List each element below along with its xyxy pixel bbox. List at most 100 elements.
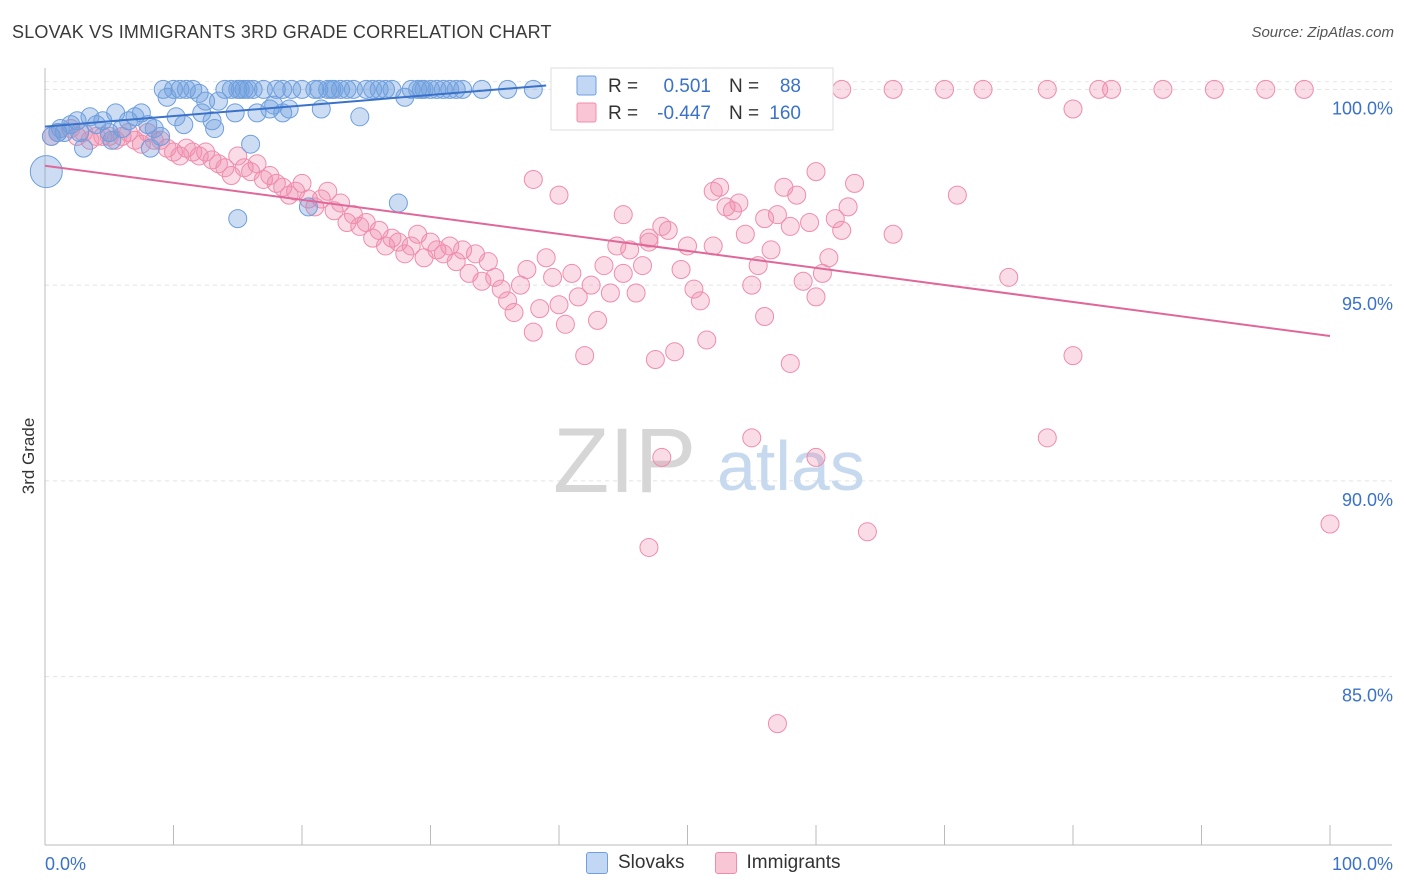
legend-swatch-immigrants bbox=[714, 852, 737, 874]
data-point bbox=[80, 107, 100, 127]
data-point bbox=[174, 115, 194, 135]
data-point bbox=[620, 240, 640, 260]
data-point bbox=[825, 209, 845, 229]
data-point bbox=[523, 169, 543, 189]
data-point bbox=[594, 256, 614, 276]
data-point bbox=[144, 119, 164, 139]
data-point bbox=[600, 283, 620, 303]
data-point bbox=[446, 252, 466, 272]
data-point bbox=[131, 134, 151, 154]
legend-r-value: -0.447 bbox=[657, 103, 711, 124]
data-point bbox=[555, 314, 575, 334]
data-point bbox=[243, 79, 263, 99]
data-point bbox=[225, 103, 245, 123]
data-point bbox=[337, 213, 357, 233]
data-point bbox=[208, 91, 228, 111]
axes bbox=[44, 68, 1392, 846]
data-point bbox=[238, 79, 258, 99]
data-point bbox=[761, 240, 781, 260]
trend-line-immigrants bbox=[44, 164, 1331, 338]
correlation-legend: R = 0.501 N = 88 R = -0.447 N = 160 bbox=[550, 67, 834, 131]
data-point bbox=[176, 79, 196, 99]
data-point bbox=[613, 263, 633, 283]
legend-n-label: N = bbox=[729, 76, 759, 97]
x-tick-label: 0.0% bbox=[45, 854, 86, 874]
data-point bbox=[421, 232, 440, 252]
data-point bbox=[74, 138, 94, 158]
data-point bbox=[806, 287, 826, 307]
data-point bbox=[883, 79, 903, 99]
data-point bbox=[755, 306, 775, 326]
data-point bbox=[453, 79, 473, 99]
data-point bbox=[742, 275, 762, 295]
data-point bbox=[350, 107, 370, 127]
series-legend: Slovaks Immigrants bbox=[586, 852, 871, 874]
watermark-atlas: atlas bbox=[717, 427, 865, 505]
data-point bbox=[202, 111, 222, 131]
legend-n-value: 160 bbox=[769, 103, 801, 124]
data-point bbox=[626, 283, 646, 303]
data-point bbox=[806, 447, 826, 467]
chart-title: SLOVAK VS IMMIGRANTS 3RD GRADE CORRELATI… bbox=[12, 22, 552, 42]
data-point bbox=[189, 83, 209, 103]
data-point bbox=[215, 158, 235, 178]
data-point bbox=[70, 122, 90, 142]
data-point bbox=[1204, 79, 1224, 99]
data-point bbox=[665, 342, 685, 362]
data-point bbox=[517, 259, 537, 279]
tick-labels: 100.0% 95.0% 90.0% 85.0% 0.0% 100.0% bbox=[45, 98, 1393, 874]
trend-line-slovaks bbox=[44, 84, 547, 128]
data-point bbox=[298, 197, 318, 217]
data-point bbox=[639, 537, 659, 557]
legend-r-label: R = bbox=[608, 76, 638, 97]
data-point bbox=[690, 291, 710, 311]
data-point bbox=[99, 122, 119, 142]
data-point bbox=[845, 173, 865, 193]
data-point bbox=[780, 216, 800, 236]
data-point bbox=[453, 240, 473, 260]
data-point bbox=[1256, 79, 1276, 99]
trend-layer bbox=[44, 84, 1331, 338]
data-point bbox=[735, 224, 755, 244]
data-point bbox=[973, 79, 993, 99]
data-point bbox=[588, 310, 608, 330]
data-point bbox=[1037, 79, 1057, 99]
data-point bbox=[549, 295, 569, 315]
data-point bbox=[324, 201, 344, 221]
data-point bbox=[1294, 79, 1314, 99]
data-point bbox=[282, 79, 302, 99]
data-point bbox=[523, 322, 543, 342]
x-tick-label: 100.0% bbox=[1332, 854, 1393, 874]
data-point bbox=[205, 119, 225, 139]
data-point bbox=[1320, 514, 1340, 534]
data-point bbox=[266, 79, 286, 99]
legend-r-label: R = bbox=[608, 103, 638, 124]
y-axis-title: 3rd Grade bbox=[19, 418, 38, 495]
data-point bbox=[1102, 79, 1122, 99]
data-point bbox=[1063, 346, 1083, 366]
data-point bbox=[228, 146, 248, 166]
legend-box bbox=[550, 67, 834, 131]
data-point bbox=[780, 353, 800, 373]
source-credit: Source: ZipAtlas.com bbox=[1251, 24, 1394, 41]
series-immigrants bbox=[41, 79, 1340, 734]
data-point bbox=[806, 162, 826, 182]
data-point bbox=[523, 79, 543, 99]
legend-label-immigrants: Immigrants bbox=[746, 852, 841, 873]
data-point bbox=[54, 122, 74, 142]
data-point bbox=[151, 126, 171, 146]
data-point bbox=[395, 244, 415, 264]
y-tick-label: 90.0% bbox=[1342, 490, 1393, 510]
data-point bbox=[883, 224, 903, 244]
data-point bbox=[729, 193, 749, 213]
data-point bbox=[697, 330, 717, 350]
legend-label-slovaks: Slovaks bbox=[618, 852, 685, 873]
data-point bbox=[633, 256, 653, 276]
legend-item-immigrants: Immigrants bbox=[714, 852, 841, 874]
data-point bbox=[787, 185, 807, 205]
data-point bbox=[684, 279, 704, 299]
data-point bbox=[742, 428, 762, 448]
data-point bbox=[658, 220, 678, 240]
data-point bbox=[652, 447, 672, 467]
legend-swatch-slovaks bbox=[586, 852, 608, 874]
